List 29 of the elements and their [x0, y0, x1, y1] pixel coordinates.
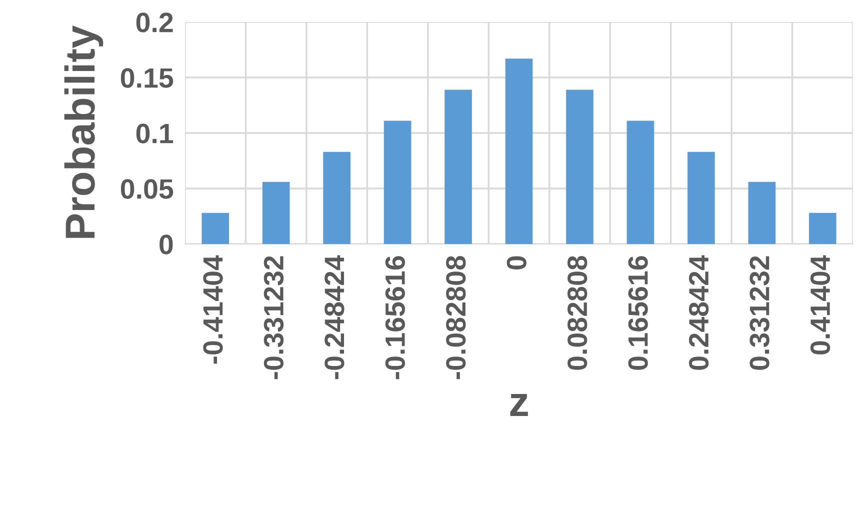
x-axis-title: z	[510, 394, 528, 416]
y-tick-label: 0	[160, 234, 173, 254]
y-tick-label: 0.2	[136, 12, 173, 32]
bar	[444, 90, 472, 244]
x-tick-label: -0.331232	[264, 256, 284, 380]
y-tick-label: 0.1	[136, 124, 174, 144]
x-tick-label: 0.331232	[750, 256, 770, 370]
x-tick-label: -0.165616	[385, 256, 405, 380]
y-axis-title: Probability	[64, 26, 104, 238]
bar	[323, 152, 350, 244]
y-tick-label: 0.05	[120, 179, 174, 199]
bar	[202, 212, 230, 244]
bar	[688, 152, 715, 244]
x-tick-label: -0.248424	[324, 255, 344, 380]
bar	[808, 212, 836, 244]
bar	[748, 182, 776, 244]
y-tick-label: 0.15	[120, 68, 174, 88]
bar	[262, 182, 290, 244]
bar	[505, 58, 533, 244]
x-tick-label: -0.41404	[203, 255, 223, 364]
x-tick-label: 0	[506, 256, 526, 270]
bar	[626, 120, 654, 244]
bar	[566, 90, 594, 244]
x-tick-label: -0.082808	[446, 256, 466, 380]
x-tick-label: 0.41404	[810, 255, 830, 354]
x-tick-label: 0.248424	[688, 255, 709, 370]
x-tick-label: 0.082808	[568, 256, 588, 370]
x-tick-label: 0.165616	[628, 256, 648, 370]
bar	[384, 120, 412, 244]
